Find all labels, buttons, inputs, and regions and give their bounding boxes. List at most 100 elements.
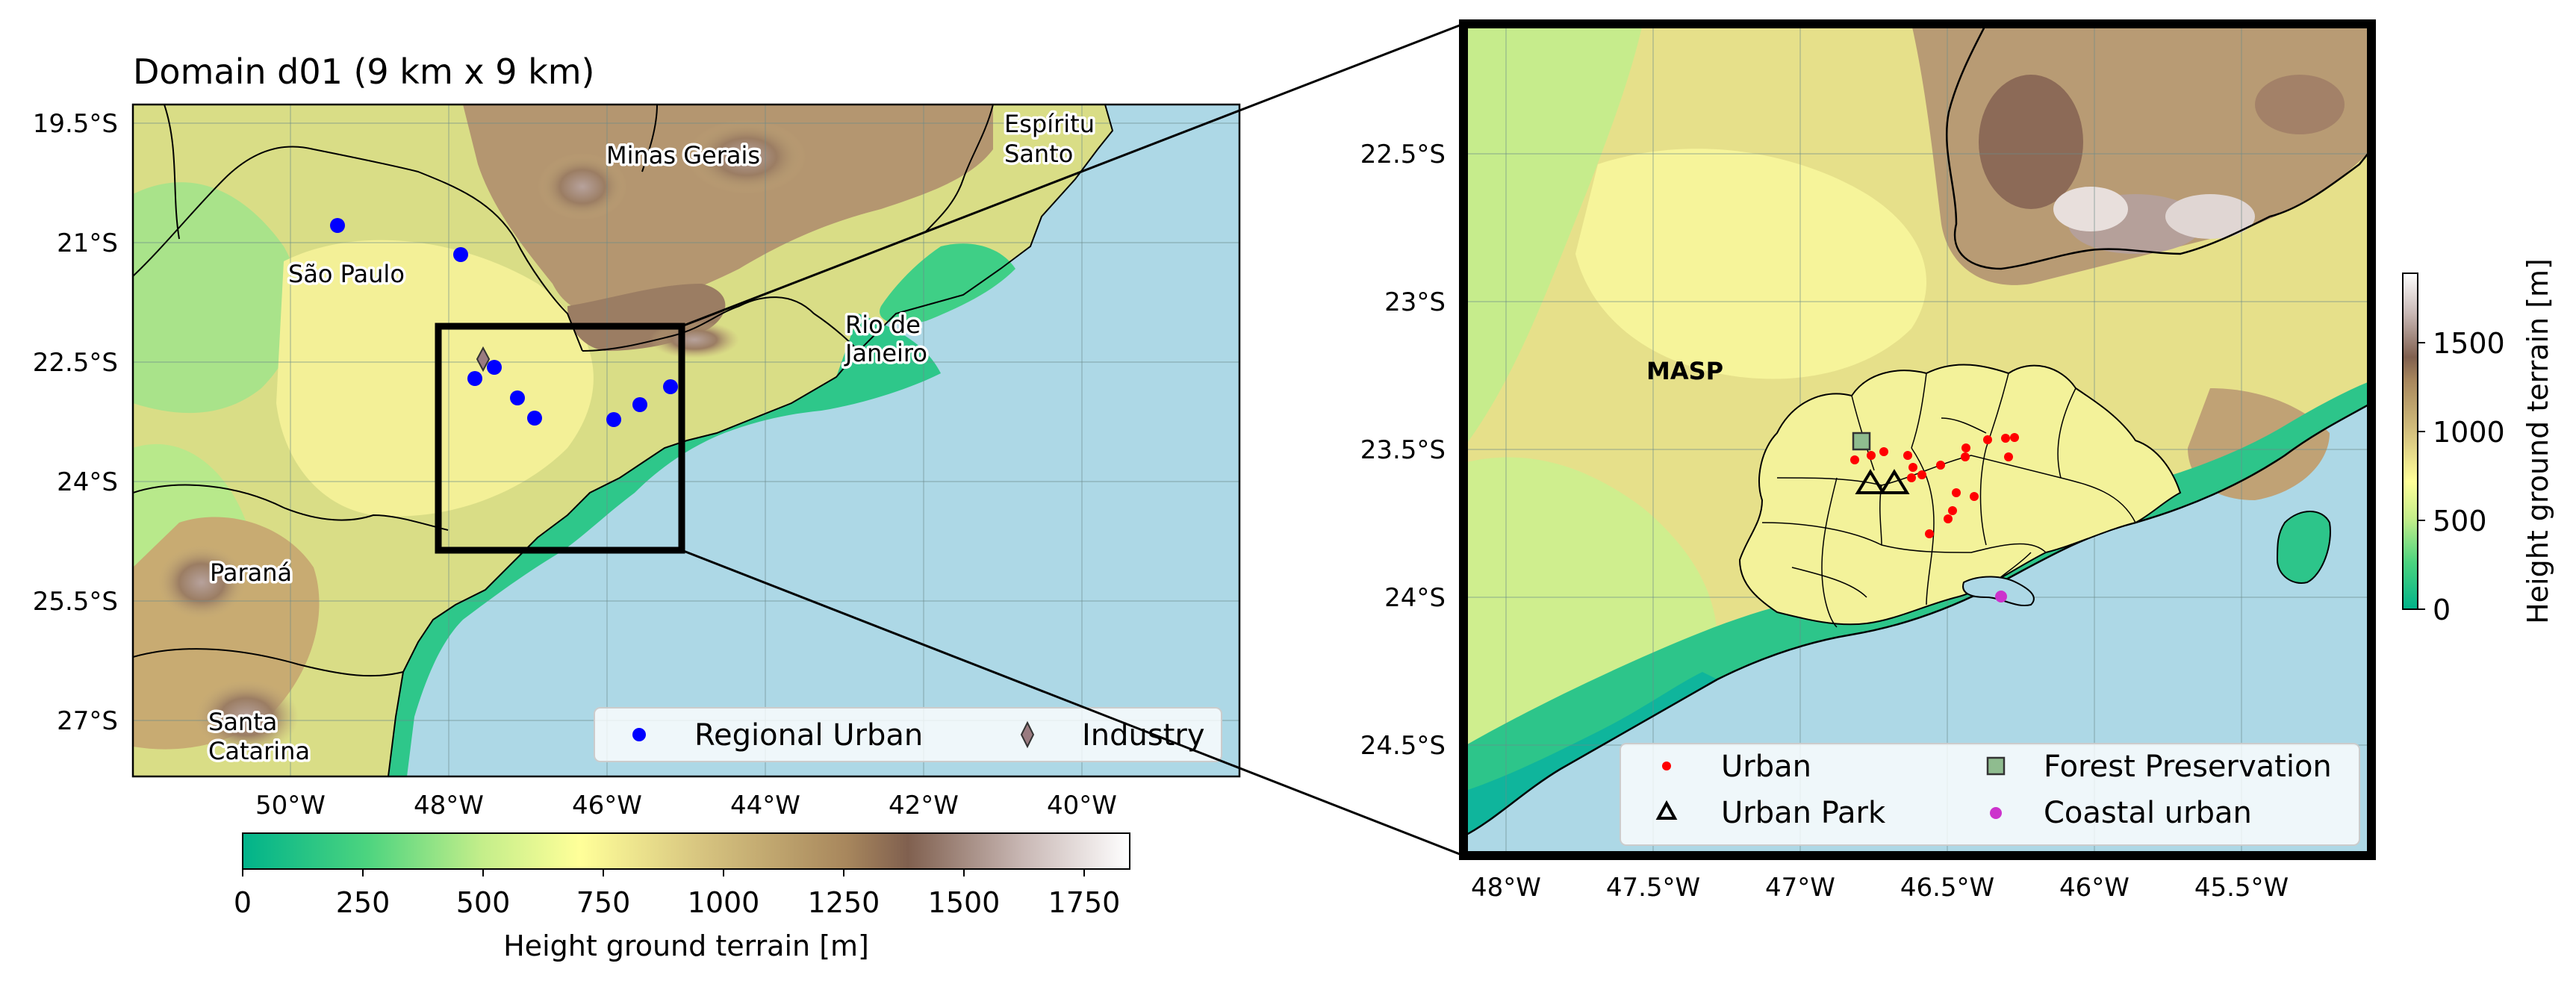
- coastal-urban-point: [1995, 591, 2007, 602]
- left-map-panel: Minas Gerais Espíritu Santo São Paulo Ri…: [33, 52, 1241, 962]
- place-labels: Minas Gerais Espíritu Santo São Paulo Ri…: [206, 108, 1098, 768]
- left-title: Domain d01 (9 km x 9 km): [133, 52, 595, 92]
- urban-point: [1925, 529, 1934, 538]
- regional-urban-point: [663, 379, 678, 394]
- peak: [538, 153, 627, 220]
- peak: [687, 119, 806, 194]
- peak: [2165, 194, 2255, 239]
- left-legend: Regional Urban Industry: [594, 707, 1222, 762]
- colorbar-tick: 1500: [2433, 327, 2505, 360]
- lon-tick: 48°W: [414, 791, 484, 820]
- right-lat-ticks: 22.5°S 23°S 23.5°S 24°S 24.5°S: [1360, 140, 1446, 761]
- urban-point: [1961, 443, 1970, 452]
- peak: [194, 679, 299, 754]
- estuary: [1962, 576, 2035, 606]
- peak: [2255, 75, 2345, 134]
- colorbar-tick: 500: [456, 886, 511, 919]
- colorbar-tick: 1750: [1048, 886, 1121, 919]
- lat-tick: 24.5°S: [1360, 731, 1446, 761]
- label-santa-2: Catarina: [208, 737, 310, 765]
- right-terrain: MASP Urban Urban Park Forest Preservatio…: [1463, 24, 2371, 856]
- colorbar-tick: 750: [576, 886, 631, 919]
- colorbar-tick: 0: [2433, 594, 2451, 626]
- lon-tick: 48°W: [1471, 873, 1541, 903]
- lon-tick: 45.5°W: [2194, 873, 2289, 903]
- lon-tick: 46.5°W: [1900, 873, 1994, 903]
- right-map-panel: MASP Urban Urban Park Forest Preservatio…: [1360, 19, 2554, 903]
- lat-tick: 23°S: [1384, 287, 1446, 317]
- urban-park-point: [1879, 469, 1910, 494]
- left-colorbar: 0 250 500 750 1000 1250 1500 1750 Height…: [234, 832, 1130, 962]
- regional-urban-point: [632, 397, 647, 412]
- lon-tick: 42°W: [889, 791, 959, 820]
- masp-label: MASP: [1646, 357, 1723, 385]
- urban-point: [1908, 463, 1917, 472]
- plateau: [276, 240, 594, 517]
- colorbar-tick: 0: [234, 886, 252, 919]
- legend-urban: Urban: [1721, 750, 1811, 784]
- colorbar-bar: [242, 832, 1130, 870]
- urban-point: [2001, 434, 2010, 443]
- colorbar-label: Height ground terrain [m]: [2521, 258, 2554, 624]
- label-rio-2: Janeiro: [844, 339, 927, 367]
- urban-point: [1961, 452, 1970, 461]
- label-espirito-2: Santo: [1004, 140, 1073, 168]
- lat-tick: 22.5°S: [33, 348, 118, 378]
- left-map-frame: [131, 103, 1241, 778]
- urban-point: [1936, 461, 1945, 470]
- urban-point: [1903, 451, 1912, 460]
- regional-urban-legend-marker: [632, 728, 646, 741]
- legend-forest: Forest Preservation: [2044, 750, 2332, 784]
- label-sao-paulo: São Paulo: [288, 260, 405, 288]
- island: [2276, 511, 2331, 584]
- label-rio-1: Rio de: [845, 311, 921, 339]
- lon-tick: 44°W: [730, 791, 800, 820]
- colorbar-tick: 1000: [688, 886, 760, 919]
- lon-tick: 46°W: [2059, 873, 2129, 903]
- state-borders: [133, 105, 994, 677]
- label-santa-1: Santa: [208, 708, 277, 736]
- regional-urban-point: [527, 411, 542, 426]
- lon-tick: 47°W: [1765, 873, 1835, 903]
- right-colorbar: 0 500 1000 1500 Height ground terrain [m…: [2402, 258, 2554, 626]
- urban-point: [1867, 451, 1876, 460]
- regional-urban-point: [487, 360, 502, 375]
- lat-tick: 25.5°S: [33, 587, 118, 617]
- legend-urban-park: Urban Park: [1721, 796, 1886, 830]
- lat-tick: 24°S: [57, 467, 118, 497]
- urban-point: [2004, 452, 2013, 461]
- state-border: [1946, 24, 2371, 270]
- lon-tick: 47.5°W: [1606, 873, 1700, 903]
- coastal-legend-marker: [1990, 807, 2002, 819]
- industry-legend-marker: [1020, 720, 1035, 749]
- label-parana: Paraná: [210, 558, 292, 587]
- regional-urban-point: [453, 247, 468, 262]
- municipal-borders: [1761, 373, 2136, 628]
- lat-tick: 22.5°S: [1360, 140, 1446, 169]
- label-espirito-1: Espíritu: [1004, 110, 1095, 138]
- urban-point: [1948, 506, 1957, 515]
- gridlines: [133, 105, 1239, 776]
- urban-point: [1917, 470, 1926, 479]
- legend-box: [594, 707, 1222, 762]
- right-lon-ticks: 48°W 47.5°W 47°W 46.5°W 46°W 45.5°W: [1471, 873, 2289, 903]
- urban-park-point: [1855, 469, 1886, 494]
- peak: [2053, 187, 2128, 231]
- urban-point: [1907, 473, 1916, 482]
- lat-tick: 19.5°S: [33, 109, 118, 139]
- lat-tick: 27°S: [57, 706, 118, 736]
- peak: [650, 321, 739, 358]
- urban-point: [1879, 447, 1888, 456]
- colorbar-bar: [2402, 273, 2418, 610]
- left-lat-ticks: 19.5°S 21°S 22.5°S 24°S 25.5°S 27°S: [33, 109, 118, 736]
- coastline: [388, 105, 1114, 776]
- forest-legend-marker: [1986, 756, 2006, 776]
- lon-tick: 46°W: [572, 791, 642, 820]
- regional-urban-points: [330, 218, 678, 427]
- colorbar-label: Height ground terrain [m]: [503, 929, 869, 962]
- coastal-lowland: [388, 314, 941, 776]
- urban-point: [1850, 455, 1859, 464]
- coastal-lowland-north: [880, 243, 1015, 324]
- plateau: [1575, 149, 1926, 379]
- lowland-southwest: [1463, 457, 1717, 791]
